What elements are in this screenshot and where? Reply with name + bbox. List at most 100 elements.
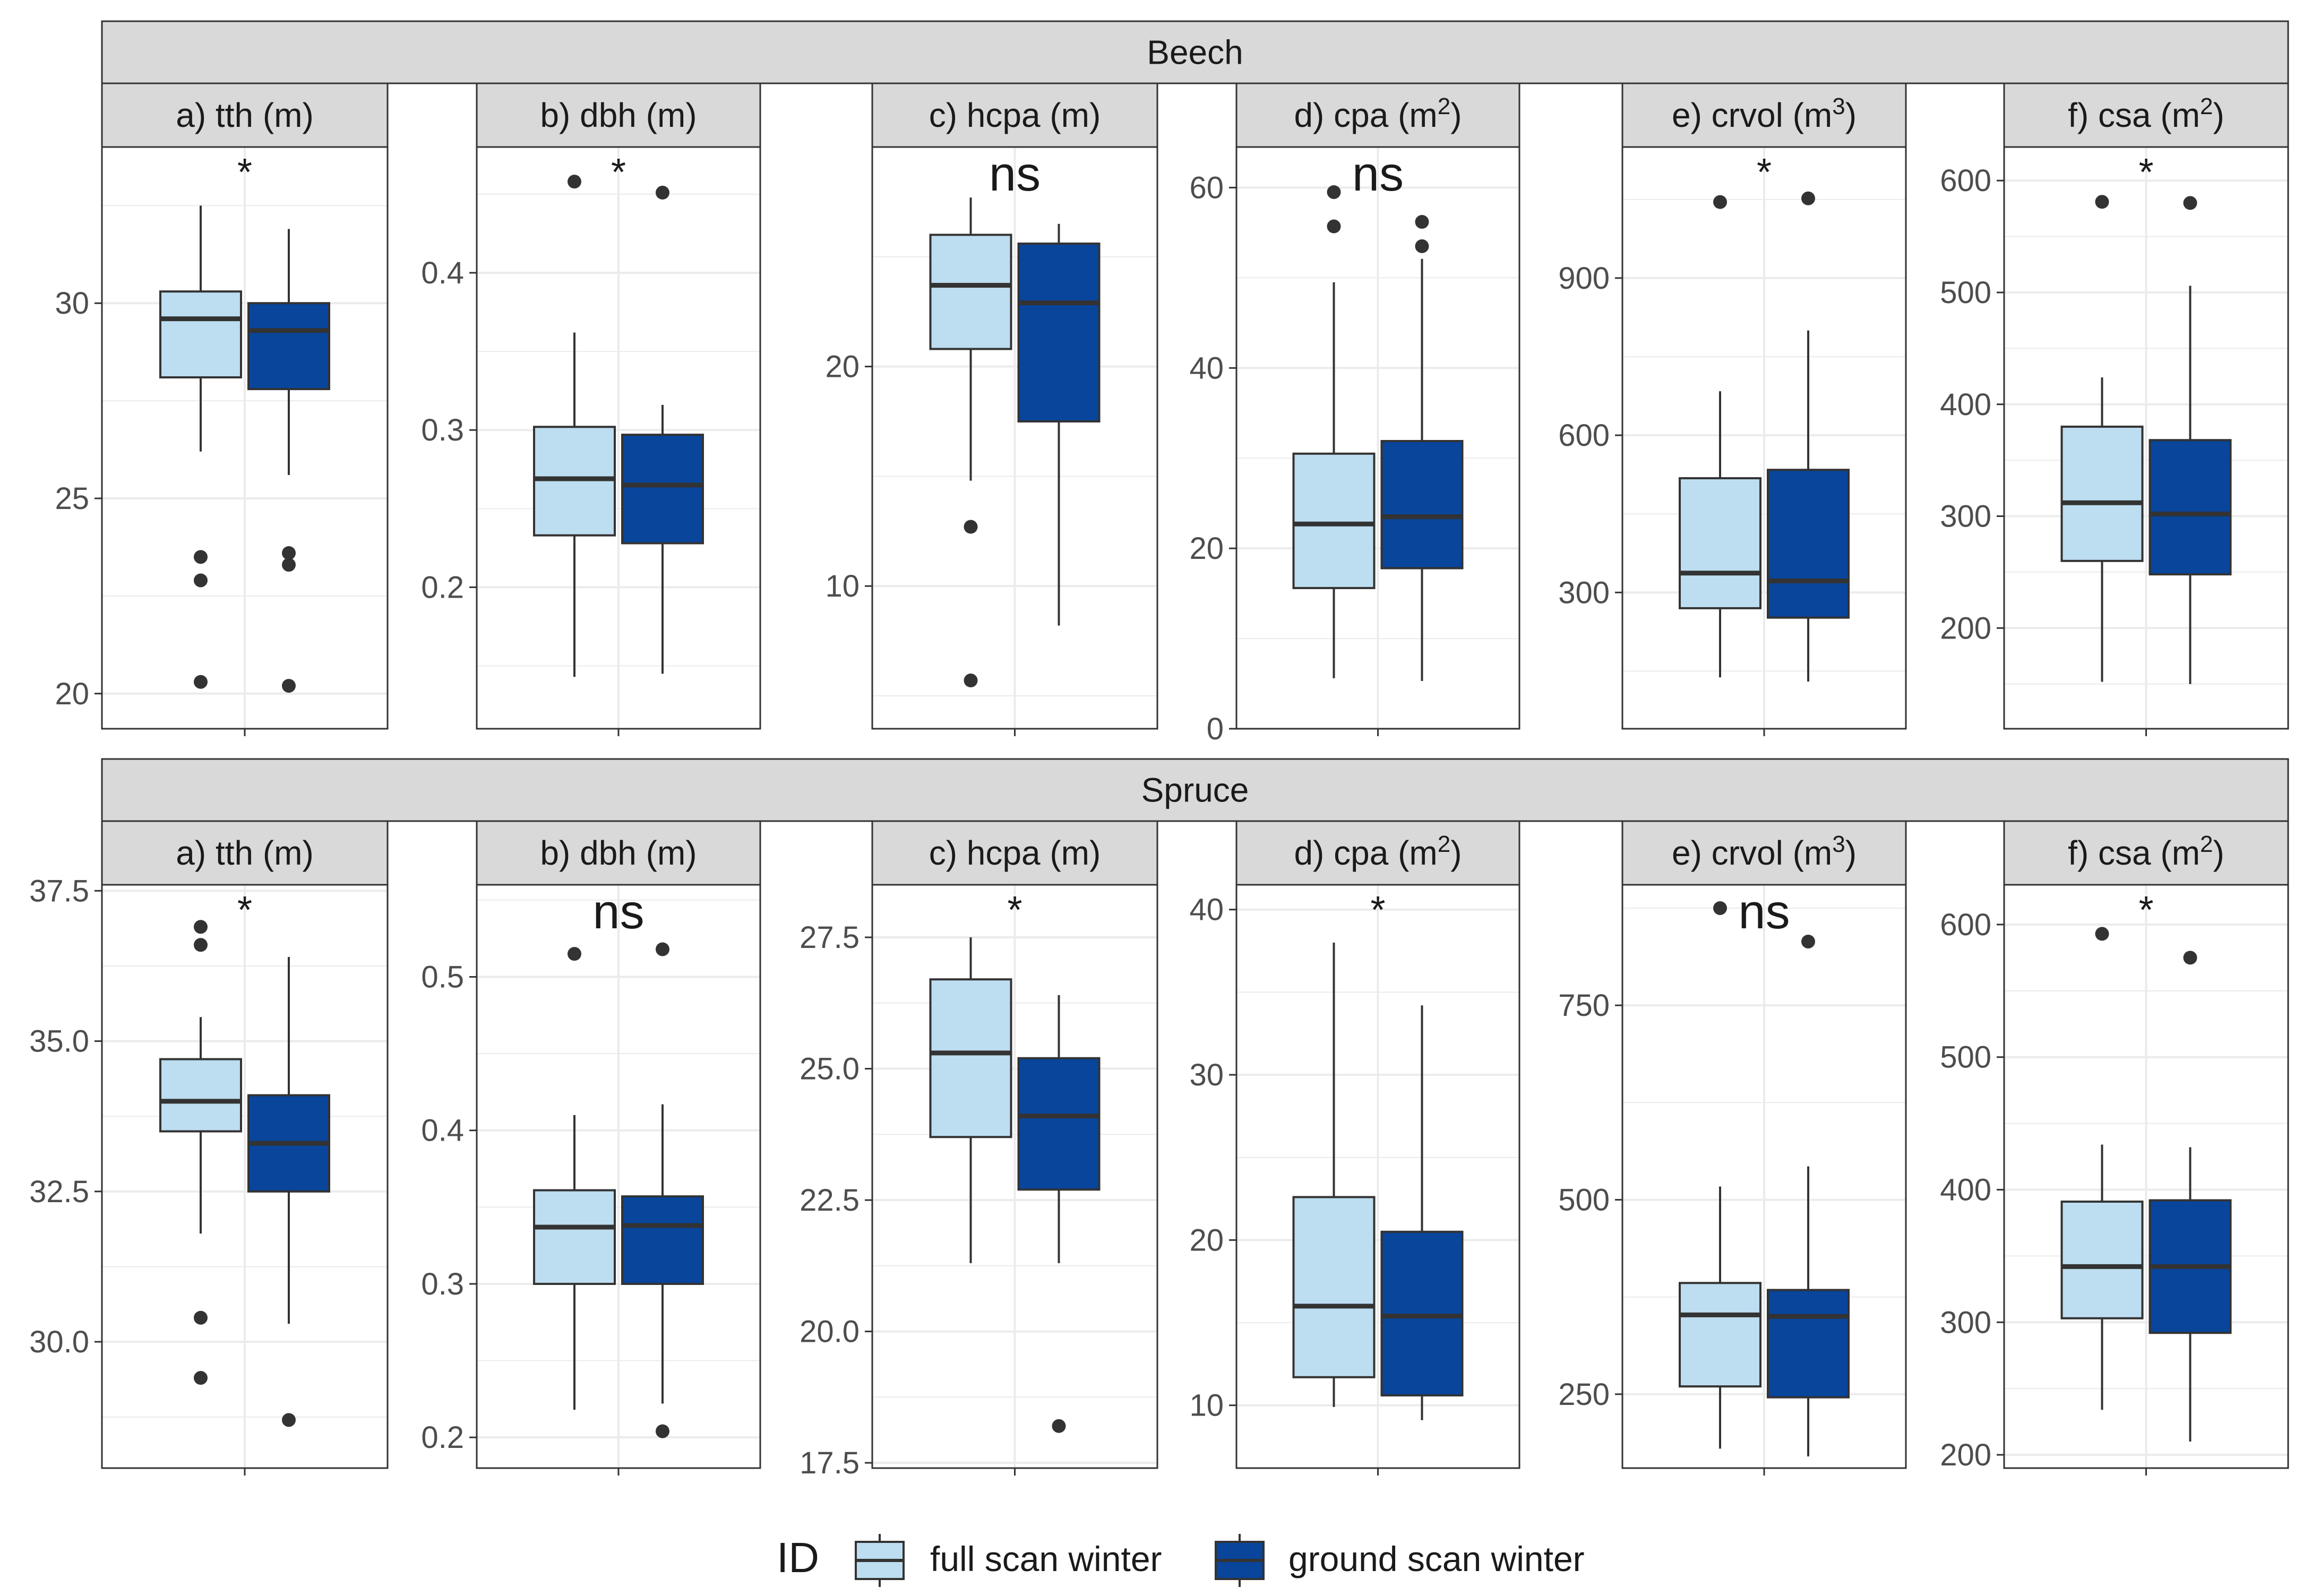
box-ground-scan-winter bbox=[1380, 1005, 1464, 1420]
box-iqr bbox=[2060, 425, 2144, 562]
y-tick-label: 25.0 bbox=[800, 1052, 860, 1086]
y-tick-label: 17.5 bbox=[800, 1446, 860, 1480]
outlier-point bbox=[282, 1413, 296, 1427]
panel-title: b) dbh (m) bbox=[540, 96, 697, 134]
outlier-point bbox=[964, 520, 978, 534]
y-tick-label: 20 bbox=[825, 350, 860, 384]
box-iqr bbox=[1767, 1289, 1850, 1399]
y-tick-label: 0.5 bbox=[421, 960, 464, 995]
outlier-point bbox=[2183, 951, 2197, 965]
y-tick-label: 600 bbox=[1940, 163, 1991, 198]
y-tick-label: 32.5 bbox=[29, 1175, 89, 1209]
box-ground-scan-winter bbox=[247, 229, 330, 693]
legend-label: full scan winter bbox=[930, 1539, 1162, 1578]
y-tick-label: 20.0 bbox=[800, 1315, 860, 1349]
outlier-point bbox=[1713, 901, 1727, 915]
outlier-point bbox=[282, 679, 296, 693]
box-full-scan-winter bbox=[533, 947, 616, 1410]
y-tick-label: 60 bbox=[1189, 170, 1224, 205]
legend-title: ID bbox=[777, 1534, 819, 1581]
box-ground-scan-winter bbox=[1380, 215, 1464, 681]
y-tick-label: 750 bbox=[1558, 988, 1610, 1023]
panel-strip bbox=[871, 82, 1158, 148]
panel-strip bbox=[101, 82, 389, 148]
outlier-point bbox=[1801, 191, 1815, 205]
y-tick-label: 27.5 bbox=[800, 920, 860, 955]
y-tick-label: 200 bbox=[1940, 1438, 1991, 1472]
y-tick-label: 900 bbox=[1558, 261, 1610, 296]
y-tick-label: 30 bbox=[1189, 1058, 1224, 1092]
legend-key-ground-scan-winter: ground scan winter bbox=[1215, 1534, 1585, 1587]
outlier-point bbox=[282, 558, 296, 572]
panel-strip bbox=[101, 820, 389, 886]
y-tick-label: 37.5 bbox=[29, 874, 89, 908]
outlier-point bbox=[964, 674, 978, 688]
box-full-scan-winter bbox=[159, 920, 242, 1385]
legend: ID full scan winter ground scan winter bbox=[777, 1534, 1585, 1587]
group-strip-label: Beech bbox=[1147, 33, 1243, 72]
y-tick-label: 500 bbox=[1940, 275, 1991, 310]
facet-row-beech: Beech a) tth (m) 20 25 30 * b) dbh (m) 0.2 0.3 0.… bbox=[55, 20, 2289, 746]
y-tick-label: 600 bbox=[1940, 908, 1991, 942]
box-iqr bbox=[1380, 1230, 1464, 1397]
significance-label: * bbox=[611, 151, 626, 194]
y-tick-label: 0.3 bbox=[421, 1267, 464, 1301]
box-ground-scan-winter bbox=[247, 956, 330, 1427]
box-full-scan-winter bbox=[1679, 195, 1761, 678]
box-ground-scan-winter bbox=[1017, 995, 1101, 1433]
box-iqr bbox=[2149, 439, 2232, 576]
box-iqr bbox=[247, 302, 330, 391]
y-tick-label: 200 bbox=[1940, 611, 1991, 645]
box-iqr bbox=[929, 234, 1012, 350]
panel-strip bbox=[1621, 82, 1907, 148]
y-tick-label: 0.2 bbox=[421, 1420, 464, 1455]
y-tick-label: 25 bbox=[55, 481, 89, 516]
panel-spruce-3: c) hcpa (m) 17.5 20.0 22.5 25.0 27.5 * bbox=[800, 820, 1158, 1480]
outlier-point bbox=[194, 938, 208, 952]
box-iqr bbox=[1679, 1282, 1761, 1388]
box-ground-scan-winter bbox=[621, 185, 704, 674]
y-tick-label: 30 bbox=[55, 286, 89, 321]
facet-row-spruce: Spruce a) tth (m) 30.0 32.5 35.0 37.5 * b) dbh … bbox=[29, 758, 2289, 1480]
panel-beech-4: d) cpa (m2) 0 20 40 60 ns bbox=[1189, 82, 1520, 746]
box-iqr bbox=[621, 1195, 704, 1285]
y-tick-label: 40 bbox=[1189, 893, 1224, 927]
panel-title: c) hcpa (m) bbox=[929, 96, 1101, 134]
panel-strip bbox=[476, 820, 761, 886]
outlier-point bbox=[194, 675, 208, 689]
y-tick-label: 0.3 bbox=[421, 413, 464, 447]
significance-label: ns bbox=[1352, 147, 1404, 201]
panel-spruce-5: e) crvol (m3) 250 500 750 ns bbox=[1558, 820, 1907, 1476]
y-tick-label: 20 bbox=[55, 677, 89, 711]
panel-spruce-2: b) dbh (m) 0.2 0.3 0.4 0.5 ns bbox=[421, 820, 761, 1476]
box-iqr bbox=[533, 1189, 616, 1285]
panel-strip bbox=[1621, 820, 1907, 886]
panel-title: b) dbh (m) bbox=[540, 834, 697, 872]
outlier-point bbox=[1415, 215, 1429, 229]
panel-beech-3: c) hcpa (m) 10 20 ns bbox=[825, 82, 1158, 736]
group-strip-label: Spruce bbox=[1141, 771, 1249, 809]
panel-title: f) csa (m2) bbox=[2068, 831, 2224, 872]
outlier-point bbox=[656, 942, 669, 956]
significance-label: * bbox=[1370, 889, 1385, 931]
outlier-point bbox=[2095, 927, 2109, 941]
panel-title: c) hcpa (m) bbox=[929, 834, 1101, 872]
box-iqr bbox=[2060, 1200, 2144, 1319]
box-full-scan-winter bbox=[2060, 927, 2144, 1410]
y-tick-label: 30.0 bbox=[29, 1325, 89, 1359]
panel-spruce-1: a) tth (m) 30.0 32.5 35.0 37.5 * bbox=[29, 820, 389, 1476]
outlier-point bbox=[1327, 185, 1341, 199]
panel-beech-1: a) tth (m) 20 25 30 * bbox=[55, 82, 389, 736]
outlier-point bbox=[1713, 195, 1727, 209]
box-iqr bbox=[1380, 439, 1464, 570]
box-iqr bbox=[159, 290, 242, 378]
outlier-point bbox=[656, 1424, 669, 1438]
box-full-scan-winter bbox=[159, 205, 242, 689]
outlier-point bbox=[568, 947, 581, 961]
panel-title: d) cpa (m2) bbox=[1294, 831, 1462, 872]
significance-label: * bbox=[1007, 889, 1022, 931]
panel-strip bbox=[476, 82, 761, 148]
box-ground-scan-winter bbox=[1767, 191, 1850, 682]
outlier-point bbox=[568, 175, 581, 189]
